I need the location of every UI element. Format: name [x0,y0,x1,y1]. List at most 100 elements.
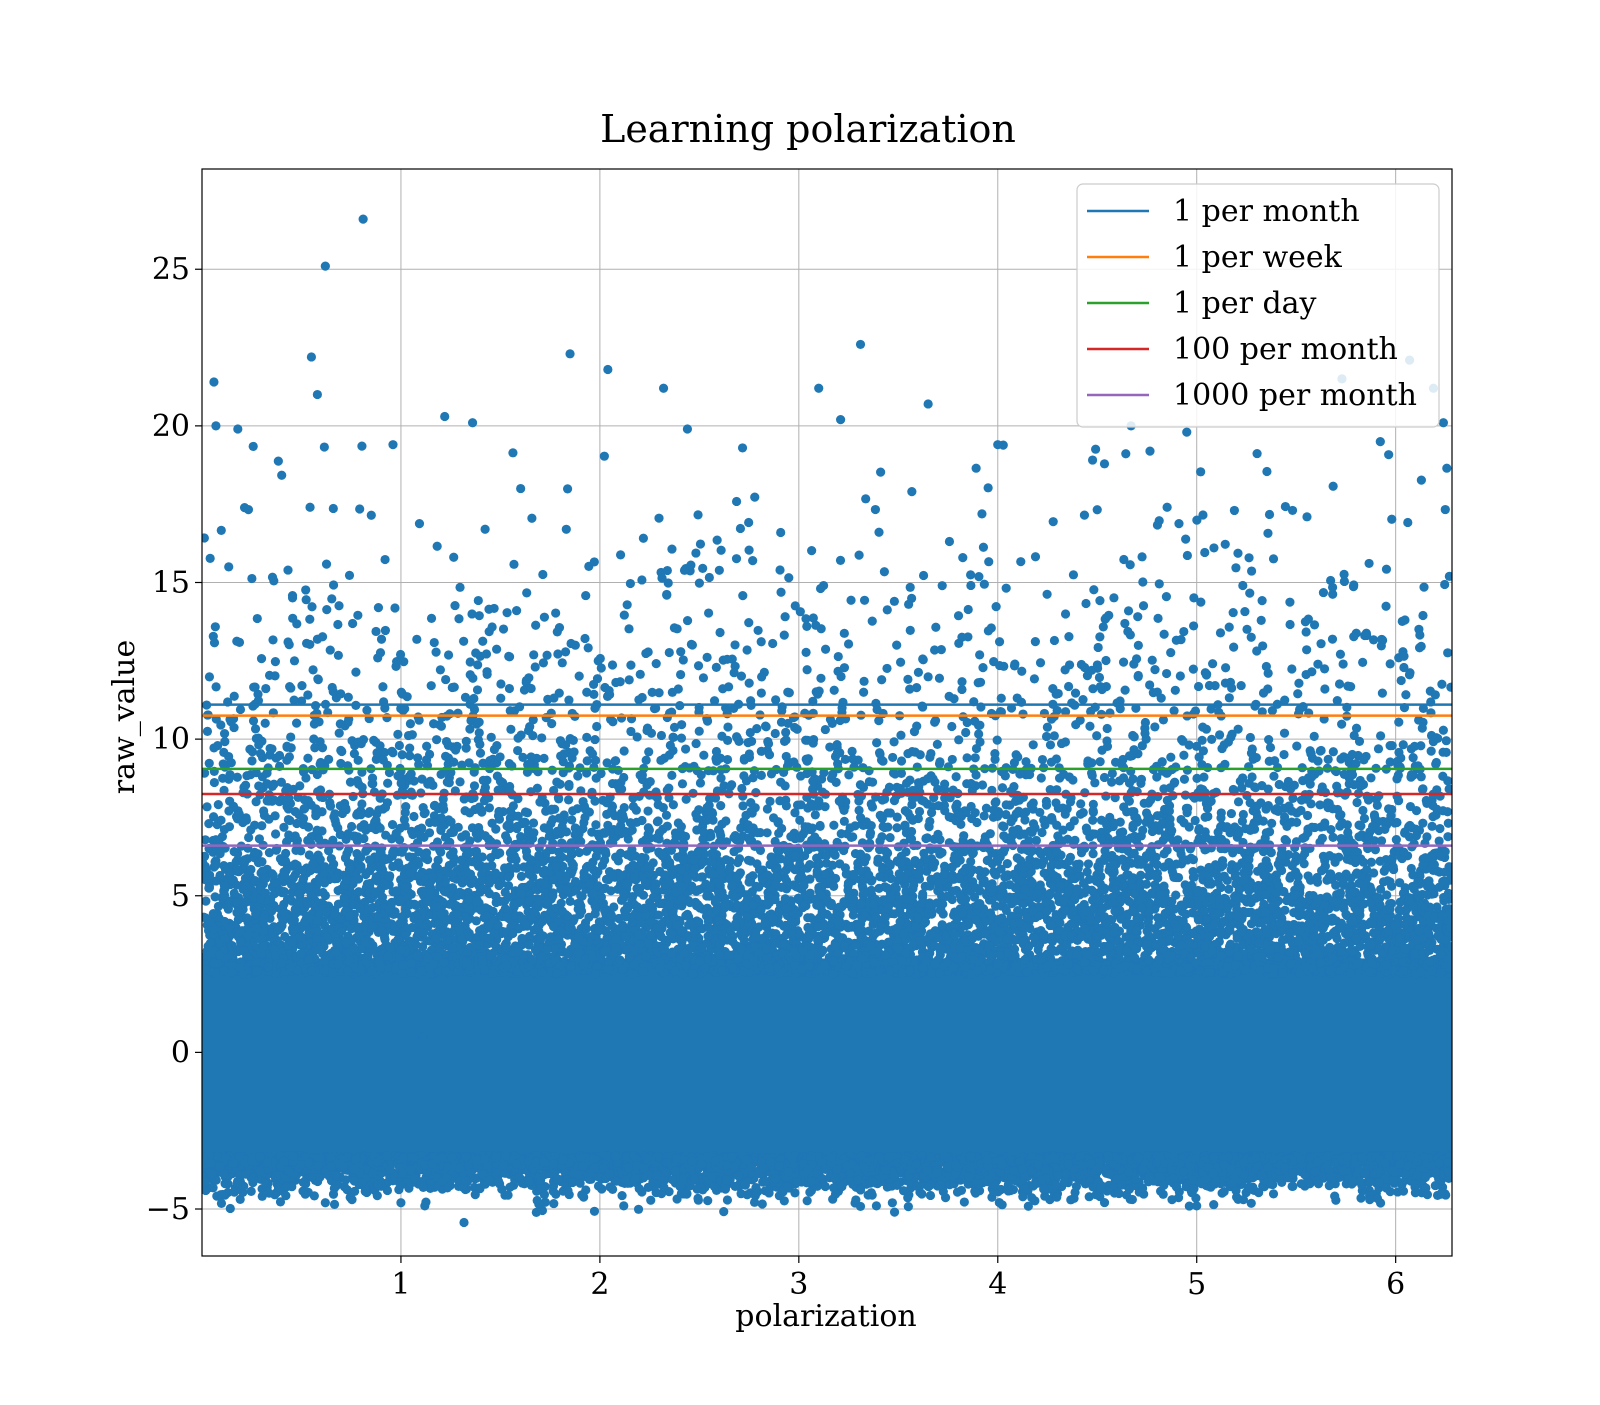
scatter-point [692,739,701,748]
scatter-point [1247,1199,1256,1208]
scatter-point [751,1183,760,1192]
scatter-point [716,801,725,810]
scatter-point [257,654,266,663]
scatter-point [966,1153,975,1162]
scatter-point [884,1152,893,1161]
scatter-point [539,1157,548,1166]
scatter-point [279,1157,288,1166]
scatter-point [693,1185,702,1194]
scatter-point [247,1157,256,1166]
scatter-point [790,1188,799,1197]
scatter-point [1267,819,1276,828]
scatter-point [1030,674,1039,683]
scatter-point [1209,543,1218,552]
scatter-point [953,1163,962,1172]
scatter-point [1024,1202,1033,1211]
scatter-point [1297,1179,1306,1188]
scatter-point [256,1152,265,1161]
scatter-point [717,546,726,555]
scatter-point [502,608,511,617]
scatter-point [348,619,357,628]
scatter-point [301,585,310,594]
scatter-point [892,823,901,832]
scatter-point [299,814,308,823]
scatter-point [1152,1158,1161,1167]
scatter-point [936,1181,945,1190]
scatter-point [672,1194,681,1203]
scatter-point [332,1172,341,1181]
scatter-point [597,1184,606,1193]
scatter-point [1227,1165,1236,1174]
scatter-point [860,596,869,605]
scatter-point [1413,1157,1422,1166]
scatter-point [924,1182,933,1191]
scatter-point [538,1206,547,1215]
scatter-point [664,784,673,793]
scatter-point [672,1154,681,1163]
scatter-point [834,652,843,661]
scatter-point [697,1160,706,1169]
scatter-point [209,743,218,752]
scatter-point [281,1191,290,1200]
scatter-point [875,1152,884,1161]
scatter-point [1138,1165,1147,1174]
scatter-point [350,1176,359,1185]
scatter-point [1179,1167,1188,1176]
scatter-point [1188,1175,1197,1184]
scatter-point [298,1186,307,1195]
scatter-point [807,1177,816,1186]
scatter-point [605,1169,614,1178]
scatter-point [771,1174,780,1183]
scatter-point [1210,1152,1219,1161]
scatter-point [641,649,650,658]
scatter-point [233,1178,242,1187]
scatter-point [271,1171,280,1180]
scatter-point [890,597,899,606]
scatter-point [450,601,459,610]
scatter-point [536,1183,545,1192]
scatter-point [1239,1158,1248,1167]
scatter-point [428,1159,437,1168]
scatter-point [527,514,536,523]
scatter-point [287,1182,296,1191]
scatter-point [1117,1180,1126,1189]
scatter-point [621,1175,630,1184]
scatter-point [893,1181,902,1190]
scatter-point [206,1159,215,1168]
scatter-point [901,1155,910,1164]
scatter-point [1296,1155,1305,1164]
scatter-point [671,1166,680,1175]
scatter-point [558,658,567,667]
scatter-point [207,1170,216,1179]
scatter-point [1018,1165,1027,1174]
scatter-point [459,1218,468,1227]
scatter-point [419,1183,428,1192]
scatter-point [1134,671,1143,680]
scatter-point [217,1199,226,1208]
scatter-point [646,1196,655,1205]
scatter-point [1328,635,1337,644]
scatter-point [821,1182,830,1191]
scatter-point [903,1193,912,1202]
scatter-point [723,1195,732,1204]
scatter-point [1167,1195,1176,1204]
scatter-point [1051,1181,1060,1190]
scatter-point [480,1154,489,1163]
scatter-point [1124,1168,1133,1177]
scatter-point [1018,1192,1027,1201]
scatter-point [1444,1157,1453,1166]
scatter-point [712,663,721,672]
scatter-point [821,1165,830,1174]
scatter-point [803,1196,812,1205]
scatter-point [634,1205,643,1214]
scatter-point [1269,1155,1278,1164]
scatter-point [830,686,839,695]
scatter-point [410,1174,419,1183]
scatter-point [396,1198,405,1207]
scatter-point [505,1183,514,1192]
scatter-point [589,1154,598,1163]
scatter-point [889,1171,898,1180]
scatter-point [1313,1157,1322,1166]
